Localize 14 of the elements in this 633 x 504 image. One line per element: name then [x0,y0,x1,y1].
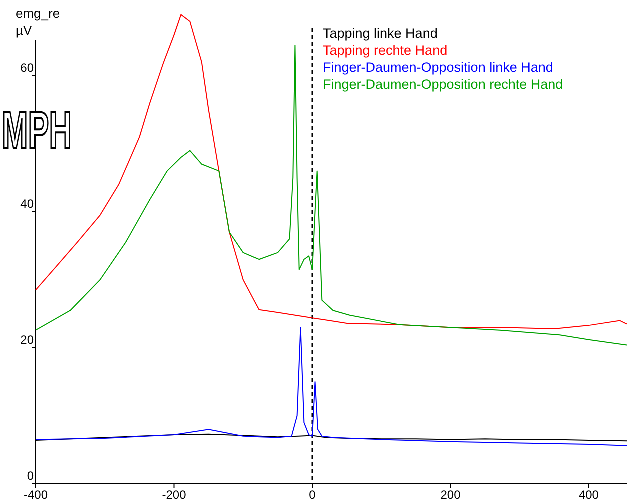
y-tick-label: 40 [20,197,34,211]
x-tick-label: 200 [440,488,462,502]
text: Tapping linke Hand [323,26,438,41]
x-tick-label: 0 [309,488,316,502]
x-tick-label: -200 [162,488,187,502]
x-tick-label: 400 [578,488,600,502]
y-tick-label: 60 [20,61,34,75]
text: Finger-Daumen-Opposition rechte Hand [323,77,564,92]
y-tick-label: 20 [20,333,34,347]
y-tick-label: 0 [27,469,34,483]
text: Finger-Daumen-Opposition linke Hand [323,60,554,75]
y-axis-title: emg_re µV [16,6,60,38]
x-tick-label: -400 [24,488,48,502]
text: Tapping rechte Hand [323,43,448,58]
